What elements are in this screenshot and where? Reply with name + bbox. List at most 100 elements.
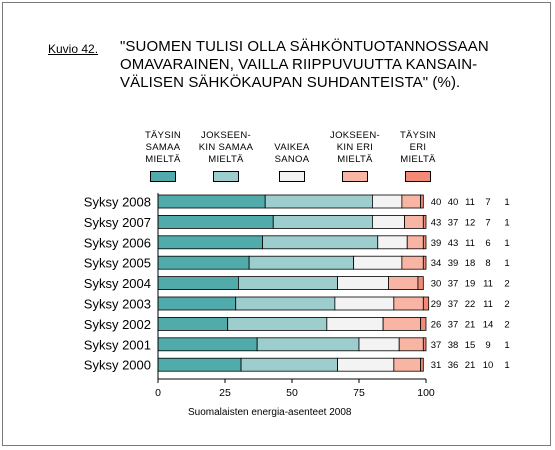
data-label-syksy-2002-s4: 2 [504, 319, 509, 330]
data-label-syksy-2004-s3: 11 [483, 279, 493, 290]
data-label-syksy-2006-s4: 1 [504, 238, 509, 249]
bar-segment-syksy-2006-s0 [157, 235, 263, 250]
data-label-syksy-2007-s2: 12 [465, 217, 476, 228]
bar-segment-syksy-2000-s1 [240, 357, 338, 372]
x-tick-label-0: 0 [155, 387, 161, 399]
legend-swatch [150, 171, 176, 182]
legend-item-vaikea-sanoa: VAIKEA SANOA [259, 122, 325, 182]
legend-label: JOKSEEN- KIN SAMAA MIELTÄ [198, 130, 254, 165]
bar-segment-syksy-2005-s4 [422, 255, 427, 270]
x-tick-label-100: 100 [417, 387, 435, 399]
data-label-syksy-2001-s0: 37 [431, 340, 442, 351]
data-label-syksy-2001-s4: 1 [504, 340, 509, 351]
data-label-syksy-2004-s4: 2 [504, 279, 509, 290]
category-label-syksy-2004: Syksy 2004 [84, 276, 151, 291]
data-label-syksy-2000-s4: 1 [504, 360, 509, 371]
category-label-syksy-2007: Syksy 2007 [84, 215, 151, 230]
category-label-syksy-2005: Syksy 2005 [84, 256, 151, 271]
data-label-syksy-2003-s2: 22 [465, 299, 476, 310]
data-label-syksy-2002-s0: 26 [431, 319, 442, 330]
bar-segment-syksy-2004-s3 [388, 276, 419, 291]
bar-segment-syksy-2001-s1 [256, 337, 360, 352]
bar-segment-syksy-2002-s1 [227, 316, 328, 331]
x-tick-label-75: 75 [353, 387, 365, 399]
data-label-syksy-2007-s1: 37 [448, 217, 459, 228]
data-label-syksy-2000-s2: 21 [465, 360, 476, 371]
data-label-syksy-2003-s4: 2 [504, 299, 509, 310]
bar-segment-syksy-2000-s4 [420, 357, 424, 372]
bar-segment-syksy-2008-s1 [264, 194, 373, 209]
bar-segment-syksy-2005-s1 [248, 255, 355, 270]
legend-item-jokseenkin-samaa: JOKSEEN- KIN SAMAA MIELTÄ [193, 122, 259, 182]
bar-segment-syksy-2003-s4 [422, 296, 430, 311]
bar-segment-syksy-2002-s0 [157, 316, 229, 331]
data-label-syksy-2004-s2: 19 [465, 279, 476, 290]
bar-segment-syksy-2000-s3 [393, 357, 422, 372]
bar-segment-syksy-2004-s1 [237, 276, 338, 291]
bar-segment-syksy-2004-s2 [337, 276, 389, 291]
bar-segment-syksy-2006-s1 [262, 235, 379, 250]
data-label-syksy-2008-s1: 40 [448, 197, 459, 208]
bar-segment-syksy-2002-s4 [420, 316, 427, 331]
data-label-syksy-2007-s3: 7 [485, 217, 490, 228]
legend-item-taysin-samaa: TÄYSIN SAMAA MIELTÄ [130, 122, 196, 182]
category-label-syksy-2008: Syksy 2008 [84, 195, 151, 210]
data-label-syksy-2002-s3: 14 [483, 319, 494, 330]
data-label-syksy-2005-s1: 39 [448, 258, 459, 269]
category-label-syksy-2000: Syksy 2000 [84, 358, 151, 373]
bar-segment-syksy-2008-s0 [157, 194, 266, 209]
data-label-syksy-2004-s1: 37 [448, 279, 459, 290]
bar-segment-syksy-2002-s2 [326, 316, 384, 331]
chart-title: "SUOMEN TULISI OLLA SÄHKÖNTUOTANNOSSAAN … [120, 38, 489, 91]
legend-swatch [405, 171, 431, 182]
bar-segment-syksy-2003-s1 [235, 296, 336, 311]
figure-label: Kuvio 42. [48, 42, 99, 56]
data-label-syksy-2001-s3: 9 [485, 340, 490, 351]
data-label-syksy-2005-s4: 1 [504, 258, 509, 269]
bar-segment-syksy-2003-s2 [334, 296, 395, 311]
bar-segment-syksy-2001-s0 [157, 337, 258, 352]
bar-segment-syksy-2005-s0 [157, 255, 250, 270]
category-label-syksy-2002: Syksy 2002 [84, 317, 151, 332]
bar-segment-syksy-2004-s4 [417, 276, 424, 291]
bar-segment-syksy-2001-s4 [422, 337, 427, 352]
bar-segment-syksy-2000-s2 [337, 357, 395, 372]
bar-segment-syksy-2008-s4 [420, 194, 424, 209]
legend-item-jokseenkin-eri: JOKSEEN- KIN ERI MIELTÄ [322, 122, 388, 182]
bar-segment-syksy-2007-s4 [422, 214, 427, 229]
x-tick-label-50: 50 [286, 387, 298, 399]
data-label-syksy-2004-s0: 30 [431, 279, 442, 290]
legend-label: VAIKEA SANOA [274, 142, 310, 165]
data-label-syksy-2000-s1: 36 [448, 360, 459, 371]
data-label-syksy-2001-s1: 38 [448, 340, 459, 351]
bar-segment-syksy-2006-s2 [377, 235, 408, 250]
data-label-syksy-2005-s0: 34 [431, 258, 442, 269]
legend-swatch [213, 171, 239, 182]
category-label-syksy-2006: Syksy 2006 [84, 235, 151, 250]
data-label-syksy-2002-s1: 37 [448, 319, 459, 330]
category-label-syksy-2003: Syksy 2003 [84, 297, 151, 312]
category-label-syksy-2001: Syksy 2001 [84, 337, 151, 352]
bar-segment-syksy-2001-s2 [358, 337, 400, 352]
data-label-syksy-2008-s3: 7 [485, 197, 490, 208]
legend-label: TÄYSIN SAMAA MIELTÄ [144, 130, 182, 165]
source-note: Suomalaisten energia-asenteet 2008 [188, 407, 352, 418]
data-label-syksy-2006-s2: 11 [465, 238, 475, 249]
bar-segment-syksy-2006-s4 [422, 235, 427, 250]
data-label-syksy-2005-s3: 8 [485, 258, 490, 269]
bar-segment-syksy-2007-s1 [272, 214, 373, 229]
legend-item-taysin-eri: TÄYSIN ERI MIELTÄ [385, 122, 451, 182]
data-label-syksy-2006-s1: 43 [448, 238, 459, 249]
bar-segment-syksy-2001-s3 [398, 337, 424, 352]
legend-label: JOKSEEN- KIN ERI MIELTÄ [330, 130, 380, 165]
data-label-syksy-2005-s2: 18 [465, 258, 476, 269]
legend-label: TÄYSIN ERI MIELTÄ [399, 130, 437, 165]
bar-segment-syksy-2007-s2 [371, 214, 405, 229]
bar-segment-syksy-2003-s0 [157, 296, 237, 311]
legend-swatch [342, 171, 368, 182]
bar-segment-syksy-2007-s3 [404, 214, 424, 229]
data-label-syksy-2000-s0: 31 [431, 360, 442, 371]
bar-segment-syksy-2005-s2 [353, 255, 403, 270]
bar-segment-syksy-2007-s0 [157, 214, 274, 229]
data-label-syksy-2000-s3: 10 [483, 360, 494, 371]
